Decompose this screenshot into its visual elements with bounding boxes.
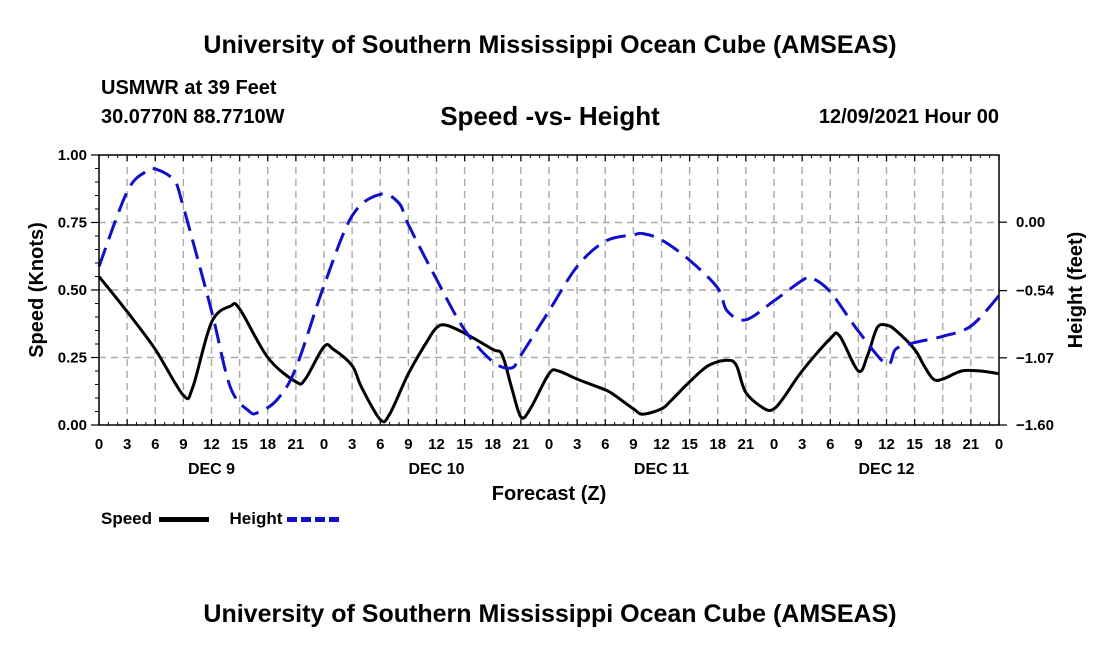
x-tick-label: 15	[456, 436, 473, 453]
x-tick-label: 0	[545, 436, 553, 453]
y2-tick-label: −1.60	[1016, 417, 1054, 434]
y-axis-label-right: Height (feet)	[1065, 232, 1087, 349]
forecast-datetime: 12/09/2021 Hour 00	[818, 106, 999, 128]
coordinates-label: 30.0770N 88.7710W	[101, 106, 285, 128]
legend-speed-label: Speed	[101, 509, 153, 528]
day-label: DEC 11	[634, 461, 689, 478]
legend-height-label: Height	[229, 509, 283, 528]
x-tick-label: 9	[404, 436, 412, 453]
y2-tick-label: 0.00	[1016, 214, 1045, 231]
y-tick-label: 0.00	[58, 417, 87, 434]
x-tick-label: 3	[573, 436, 581, 453]
x-tick-label: 9	[179, 436, 187, 453]
grid-lines	[99, 155, 999, 425]
y-axis-label-left: Speed (Knots)	[26, 222, 48, 358]
x-tick-label: 18	[709, 436, 726, 453]
x-tick-label: 21	[513, 436, 530, 453]
y-tick-label: 0.25	[58, 350, 87, 367]
station-label: USMWR at 39 Feet	[101, 77, 277, 99]
x-tick-label: 12	[203, 436, 220, 453]
legend-speed-swatch	[158, 517, 209, 523]
x-tick-label: 18	[934, 436, 951, 453]
x-tick-label: 3	[798, 436, 806, 453]
x-tick-label: 9	[629, 436, 637, 453]
day-label: DEC 10	[408, 461, 464, 478]
y2-tick-label: −1.07	[1016, 350, 1054, 367]
x-tick-label: 21	[738, 436, 755, 453]
series-layer	[97, 166, 1001, 424]
x-tick-label: 15	[681, 436, 698, 453]
x-tick-label: 6	[151, 436, 159, 453]
x-tick-label: 6	[601, 436, 609, 453]
speed-height-chart: 0 3 6 9 12 15 18 21 0 3 6 9 12 15 18 21 0 3 6 9 12 15 18 21 0 3 6 9…	[26, 147, 1087, 505]
legend-height-swatch	[287, 517, 340, 523]
axes: 0 3 6 9 12 15 18 21 0 3 6 9 12 15 18 21 0 3 6 9 12 15 18 21 0 3 6 9…	[58, 147, 1055, 478]
day-label: DEC 9	[188, 461, 235, 478]
x-tick-label: 0	[320, 436, 328, 453]
height-series-line	[97, 166, 1001, 416]
x-tick-label: 3	[348, 436, 356, 453]
x-tick-label: 18	[484, 436, 501, 453]
x-axis-label: Forecast (Z)	[492, 483, 606, 505]
x-tick-label: 12	[428, 436, 445, 453]
x-tick-label: 9	[854, 436, 862, 453]
x-tick-label: 0	[770, 436, 778, 453]
x-tick-label: 6	[376, 436, 384, 453]
y2-tick-label: −0.54	[1016, 283, 1055, 300]
x-tick-label: 0	[95, 436, 103, 453]
y-tick-label: 1.00	[58, 147, 87, 164]
x-tick-label: 21	[963, 436, 980, 453]
x-tick-label: 15	[906, 436, 923, 453]
x-tick-label: 12	[878, 436, 895, 453]
legend: Speed Height	[101, 509, 340, 529]
x-tick-label: 18	[259, 436, 276, 453]
x-tick-label: 21	[288, 436, 305, 453]
x-tick-label: 12	[653, 436, 670, 453]
day-label: DEC 12	[858, 461, 914, 478]
y-tick-label: 0.75	[58, 215, 87, 232]
x-tick-label: 0	[995, 436, 1003, 453]
bottom-title: University of Southern Mississippi Ocean…	[203, 600, 897, 628]
x-tick-label: 6	[826, 436, 834, 453]
chart-title: Speed -vs- Height	[440, 101, 660, 131]
x-tick-label: 3	[123, 436, 131, 453]
y-tick-label: 0.50	[58, 282, 87, 299]
x-tick-label: 15	[231, 436, 248, 453]
top-title: University of Southern Mississippi Ocean…	[203, 31, 897, 59]
